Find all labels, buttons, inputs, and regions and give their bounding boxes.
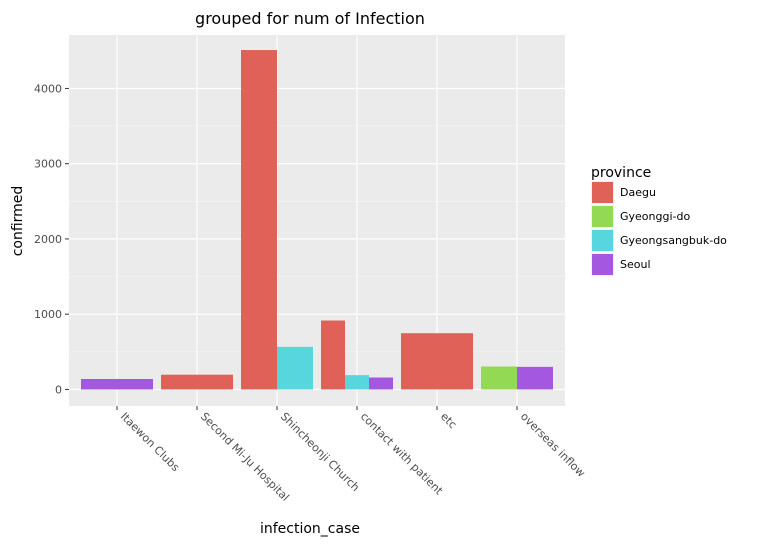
y-tick-label: 0	[55, 383, 62, 396]
x-tick-label: contact with patient	[358, 410, 446, 498]
y-tick-label: 3000	[34, 158, 62, 171]
bar	[161, 374, 233, 390]
legend-label: Daegu	[620, 186, 656, 199]
bar	[321, 320, 345, 390]
y-tick-label: 4000	[34, 82, 62, 95]
y-axis-title: confirmed	[10, 186, 26, 257]
legend-label: Gyeongsangbuk-do	[620, 234, 727, 247]
bar	[369, 377, 393, 390]
x-tick-label: overseas inflow	[518, 410, 588, 480]
bars	[81, 50, 553, 390]
y-tick-label: 1000	[34, 308, 62, 321]
legend-title: province	[591, 165, 651, 181]
grid-minor	[69, 125, 565, 353]
bar	[517, 366, 553, 390]
legend-swatch	[592, 206, 613, 227]
bar	[481, 366, 517, 390]
bar	[81, 378, 153, 390]
bar	[345, 375, 369, 390]
legend: province Daegu Gyeonggi-do Gyeongsangbuk-d…	[591, 165, 727, 276]
y-tick-label: 2000	[34, 233, 62, 246]
legend-swatch	[592, 230, 613, 251]
bar	[277, 346, 313, 390]
x-tick-label: Shincheonji Church	[278, 410, 362, 494]
x-axis: Itaewon Clubs Second Mi-Ju HospitalShinch…	[116, 406, 588, 504]
legend-label: Gyeonggi-do	[620, 210, 690, 223]
y-axis: 0 1000 2000 3000 4000	[34, 82, 69, 396]
x-tick-label: Itaewon Clubs	[118, 410, 182, 474]
chart-title: grouped for num of Infection	[195, 9, 425, 28]
x-tick-label: Second Mi-Ju Hospital	[198, 410, 292, 504]
x-axis-title: infection_case	[260, 521, 360, 537]
legend-swatch	[592, 182, 613, 203]
x-tick-label: etc	[438, 410, 459, 431]
legend-swatch	[592, 254, 613, 275]
bar	[401, 333, 473, 390]
legend-label: Seoul	[620, 258, 651, 271]
bar	[241, 50, 277, 390]
plot-panel	[69, 35, 565, 406]
